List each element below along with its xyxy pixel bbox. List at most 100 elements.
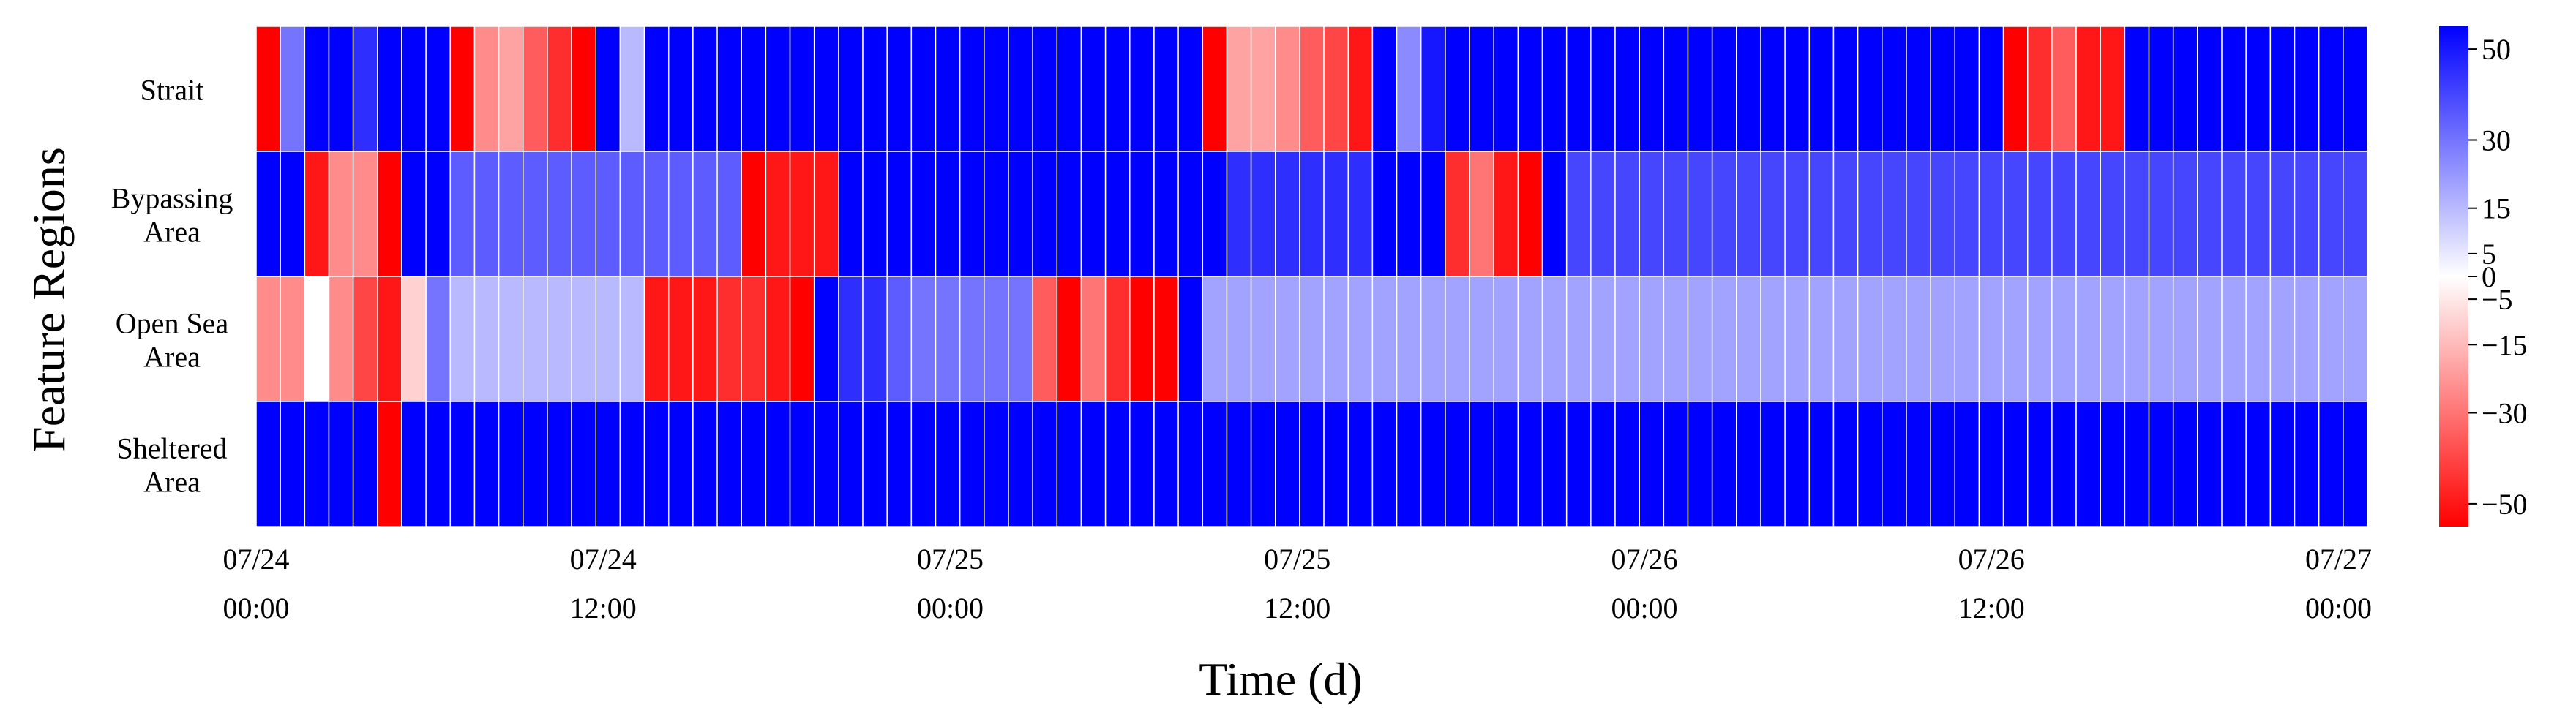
heatmap-cell: [1445, 401, 1470, 527]
heatmap-cell: [1299, 26, 1325, 152]
heatmap-cell: [1445, 151, 1470, 277]
heatmap-cell: [1396, 151, 1422, 277]
heatmap-cell: [425, 26, 452, 152]
heatmap-cell: [1129, 26, 1155, 152]
heatmap-cell: [1323, 401, 1349, 527]
heatmap-cell: [813, 276, 839, 402]
heatmap-cell: [862, 26, 888, 152]
heatmap-cell: [2124, 276, 2150, 402]
heatmap-cell: [2197, 151, 2223, 277]
heatmap-cell: [2172, 151, 2198, 277]
heatmap-cell: [1056, 151, 1082, 277]
heatmap-cell: [1396, 26, 1422, 152]
y-axis-label: Feature Regions: [23, 147, 75, 453]
heatmap-cell: [1445, 276, 1470, 402]
heatmap-cell: [1177, 151, 1204, 277]
row-label-line: Area: [143, 341, 201, 374]
heatmap-cell: [2318, 276, 2344, 402]
heatmap-cell: [2343, 26, 2368, 152]
heatmap-cell: [2294, 151, 2320, 277]
heatmap-cell: [1032, 276, 1058, 402]
heatmap-cell: [1008, 26, 1033, 152]
heatmap-cell: [401, 26, 427, 152]
heatmap-cell: [1882, 151, 1907, 277]
heatmap-cell: [280, 276, 306, 402]
heatmap-cell: [862, 151, 888, 277]
heatmap-cell: [1541, 401, 1568, 527]
heatmap-cell: [789, 401, 815, 527]
heatmap-cell: [959, 401, 985, 527]
row-label: Strait: [141, 74, 204, 107]
heatmap-cell: [401, 401, 427, 527]
heatmap-cell: [1954, 401, 1980, 527]
heatmap-cell: [935, 151, 961, 277]
heatmap-cell: [1639, 26, 1665, 152]
heatmap-cell: [1882, 26, 1907, 152]
heatmap-cell: [352, 276, 378, 402]
heatmap-cell: [1687, 26, 1713, 152]
heatmap-cell: [1857, 401, 1883, 527]
heatmap-cell: [1784, 151, 1811, 277]
heatmap-cell: [1784, 26, 1811, 152]
heatmap-cell: [1250, 276, 1276, 402]
heatmap-cell: [1250, 26, 1276, 152]
heatmap-cell: [1469, 151, 1494, 277]
heatmap-cell: [619, 26, 645, 152]
heatmap-cell: [1639, 401, 1665, 527]
heatmap-cell: [2002, 26, 2029, 152]
heatmap-cell: [571, 151, 597, 277]
heatmap-cell: [2124, 26, 2150, 152]
heatmap-cell: [2294, 276, 2320, 402]
heatmap-cell: [2172, 276, 2198, 402]
heatmap-cell: [716, 151, 742, 277]
x-tick-date: 07/25: [1264, 543, 1330, 576]
heatmap-cell: [255, 151, 281, 277]
heatmap-cell: [1614, 276, 1640, 402]
heatmap-cell: [813, 26, 839, 152]
heatmap-cell: [1614, 26, 1640, 152]
heatmap-cell: [984, 151, 1009, 277]
x-tick-time: 00:00: [2305, 592, 2372, 625]
heatmap-cell: [352, 26, 378, 152]
heatmap-cell: [765, 26, 791, 152]
heatmap-cell: [1663, 26, 1689, 152]
heatmap-cell: [2269, 26, 2296, 152]
heatmap-cell: [2245, 26, 2272, 152]
heatmap-cell: [643, 276, 670, 402]
row-label-line: Bypassing: [111, 182, 233, 215]
heatmap-cell: [1663, 401, 1689, 527]
heatmap-cell: [1129, 151, 1155, 277]
heatmap-cell: [2318, 26, 2344, 152]
colorbar-tick-label: −15: [2482, 328, 2528, 361]
heatmap-cell: [1614, 151, 1640, 277]
heatmap-cell: [2269, 151, 2296, 277]
heatmap-cell: [1541, 26, 1568, 152]
heatmap-cell: [2197, 401, 2223, 527]
heatmap-cell: [692, 151, 718, 277]
heatmap-cell: [1202, 151, 1228, 277]
heatmap-cell: [1760, 151, 1786, 277]
heatmap-cell: [1517, 26, 1543, 152]
heatmap-cell: [1347, 26, 1374, 152]
x-tick-time: 12:00: [1264, 592, 1330, 625]
heatmap-cell: [2075, 276, 2101, 402]
x-tick-label: 07/26 12:00: [1958, 543, 2025, 625]
heatmap-cell: [1517, 401, 1543, 527]
heatmap-cell: [1104, 26, 1131, 152]
heatmap-cell: [1056, 401, 1082, 527]
heatmap-cell: [401, 151, 427, 277]
row-label-line: Open Sea: [116, 307, 229, 340]
heatmap-cell: [2148, 401, 2174, 527]
heatmap-cell: [1930, 151, 1956, 277]
heatmap-cell: [643, 26, 670, 152]
heatmap-cell: [1832, 151, 1859, 277]
heatmap-cell: [910, 401, 937, 527]
heatmap-cell: [1760, 26, 1786, 152]
heatmap-cell: [1153, 276, 1179, 402]
heatmap-cell: [1080, 151, 1107, 277]
heatmap-cell: [1978, 276, 2004, 402]
heatmap-cell: [1032, 151, 1058, 277]
heatmap-cell: [328, 26, 354, 152]
heatmap-cell: [1153, 26, 1179, 152]
